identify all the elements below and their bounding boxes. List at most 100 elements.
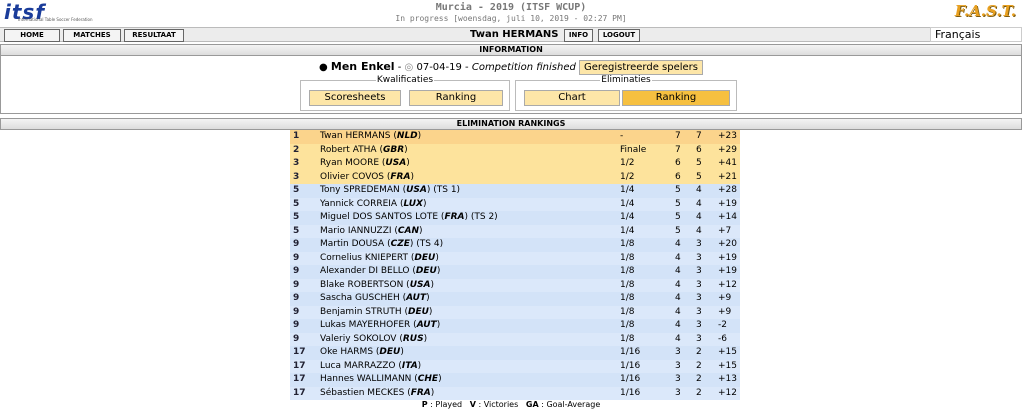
player-name: Martin DOUSA (320, 239, 385, 249)
rank: 9 (293, 306, 300, 317)
ranking-row: 5 Tony SPREDEMANUSA (TS 1) 1/4 5 4 +28 (290, 184, 740, 198)
rank: 5 (293, 198, 300, 209)
seed: (TS 1) (433, 185, 461, 195)
victories: 3 (696, 252, 702, 263)
ranking-row: 9 Lukas MAYERHOFERAUT 1/8 4 3 -2 (290, 319, 740, 333)
played: 5 (675, 225, 681, 236)
played: 4 (675, 306, 681, 317)
legend-text: : Goal-Average (541, 400, 601, 409)
players-button[interactable]: Geregistreerde spelers (579, 60, 704, 75)
played: 3 (675, 360, 681, 371)
player: Ryan MOOREUSA (320, 157, 410, 170)
round: 1/4 (620, 185, 635, 195)
rank: 9 (293, 266, 300, 276)
group-legend: Kwalificaties (301, 75, 509, 85)
victories: 5 (696, 158, 702, 168)
goal-average: +28 (718, 185, 737, 195)
goal-average: +13 (718, 374, 737, 384)
player-name: Sébastien MECKES (320, 387, 405, 398)
player-name: Tony SPREDEMAN (320, 185, 400, 195)
played: 4 (675, 333, 681, 344)
country: USA (379, 158, 410, 168)
played: 6 (675, 171, 681, 182)
rank: 9 (293, 239, 300, 249)
country: NLD (391, 131, 422, 141)
played: 7 (675, 131, 681, 141)
played: 5 (675, 212, 681, 222)
victories: 3 (696, 333, 702, 344)
rank: 2 (293, 144, 300, 155)
country: DEU (408, 253, 439, 263)
victories: 3 (696, 266, 702, 276)
icon: ◎ (404, 62, 414, 73)
tournament-title: Murcia - 2019 (ITSF WCUP) (435, 2, 587, 13)
player: Blake ROBERTSONUSA (320, 279, 434, 292)
player: Lukas MAYERHOFERAUT (320, 319, 440, 332)
tab-button[interactable]: Ranking (409, 90, 503, 106)
round: 1/2 (620, 158, 635, 168)
ranking-row: 9 Blake ROBERTSONUSA 1/8 4 3 +12 (290, 278, 740, 292)
seed: (TS 4) (416, 239, 444, 249)
victories: 3 (696, 279, 702, 290)
tab-button[interactable]: Chart (524, 90, 620, 106)
separator: - (397, 62, 402, 73)
language-select[interactable]: Français (930, 27, 1022, 42)
nav-button[interactable]: RESULTAAT (124, 29, 184, 42)
player: Robert ATHAGBR (320, 144, 408, 157)
round: Finale (620, 144, 647, 155)
logo-itsf: itsf (4, 0, 46, 24)
country: USA (403, 280, 434, 290)
round: 1/4 (620, 198, 635, 209)
goal-average: +21 (718, 171, 737, 182)
event-line: ● Men Enkel - ◎ 07-04-19 - Competition f… (0, 60, 1022, 75)
country: CZE (384, 239, 413, 249)
played: 3 (675, 347, 681, 357)
ranking-row: 3 Ryan MOOREUSA 1/2 6 5 +41 (290, 157, 740, 171)
player-name: Miguel DOS SANTOS LOTE (320, 212, 439, 222)
round: 1/8 (620, 293, 635, 303)
played: 3 (675, 387, 681, 398)
ranking-row: 9 Sascha GUSCHEHAUT 1/8 4 3 +9 (290, 292, 740, 306)
logo-subtitle: International Table Soccer Federation (18, 17, 93, 22)
rank: 9 (293, 333, 300, 344)
qualifications-group: Kwalificaties Scoresheets Ranking (300, 75, 510, 111)
goal-average: +20 (718, 239, 737, 249)
country: GBR (377, 145, 408, 155)
victories: 2 (696, 374, 702, 384)
rank: 17 (293, 347, 306, 357)
player-name: Sascha GUSCHEH (320, 293, 400, 303)
goal-average: +9 (718, 293, 732, 303)
player: Mario IANNUZZICAN (320, 225, 423, 238)
event-status: Competition finished (471, 62, 576, 73)
rank: 9 (293, 320, 300, 330)
legend-text: Eliminaties (600, 75, 652, 85)
goal-average: +19 (718, 252, 737, 263)
tab-button[interactable]: Scoresheets (309, 90, 401, 106)
player-name: Cornelius KNIEPERT (320, 252, 409, 263)
victories: 4 (696, 225, 702, 236)
round: 1/16 (620, 387, 641, 398)
nav-button[interactable]: HOME (4, 29, 60, 42)
ranking-row: 5 Miguel DOS SANTOS LOTEFRA (TS 2) 1/4 5 4 +1… (290, 211, 740, 225)
ranking-row: 9 Alexander DI BELLODEU 1/8 4 3 +19 (290, 265, 740, 279)
round: 1/8 (620, 306, 635, 317)
goal-average: +7 (718, 225, 732, 236)
player: Luca MARRAZZOITA (320, 360, 421, 373)
ranking-row: 2 Robert ATHAGBR Finale 7 6 +29 (290, 143, 740, 157)
ranking-row: 9 Valeriy SOKOLOVRUS 1/8 4 3 -6 (290, 332, 740, 346)
nav-button[interactable]: INFO (564, 29, 593, 42)
victories: 6 (696, 144, 702, 155)
goal-average: +15 (718, 347, 737, 357)
player-name: Ryan MOORE (320, 158, 380, 168)
tab-button[interactable]: Ranking (622, 90, 730, 106)
goal-average: +19 (718, 198, 737, 209)
round: 1/8 (620, 239, 635, 249)
ranking-row: 17 Hannes WALLIMANNCHE 1/16 3 2 +13 (290, 373, 740, 387)
ranking-row: 5 Yannick CORREIALUX 1/4 5 4 +19 (290, 197, 740, 211)
section-header: INFORMATION (0, 44, 1022, 56)
round: 1/16 (620, 360, 641, 371)
nav-button[interactable]: LOGOUT (598, 29, 640, 42)
ranking-row: 17 Oke HARMSDEU 1/16 3 2 +15 (290, 346, 740, 360)
player-name: Oke HARMS (320, 347, 374, 357)
nav-button[interactable]: MATCHES (63, 29, 121, 42)
